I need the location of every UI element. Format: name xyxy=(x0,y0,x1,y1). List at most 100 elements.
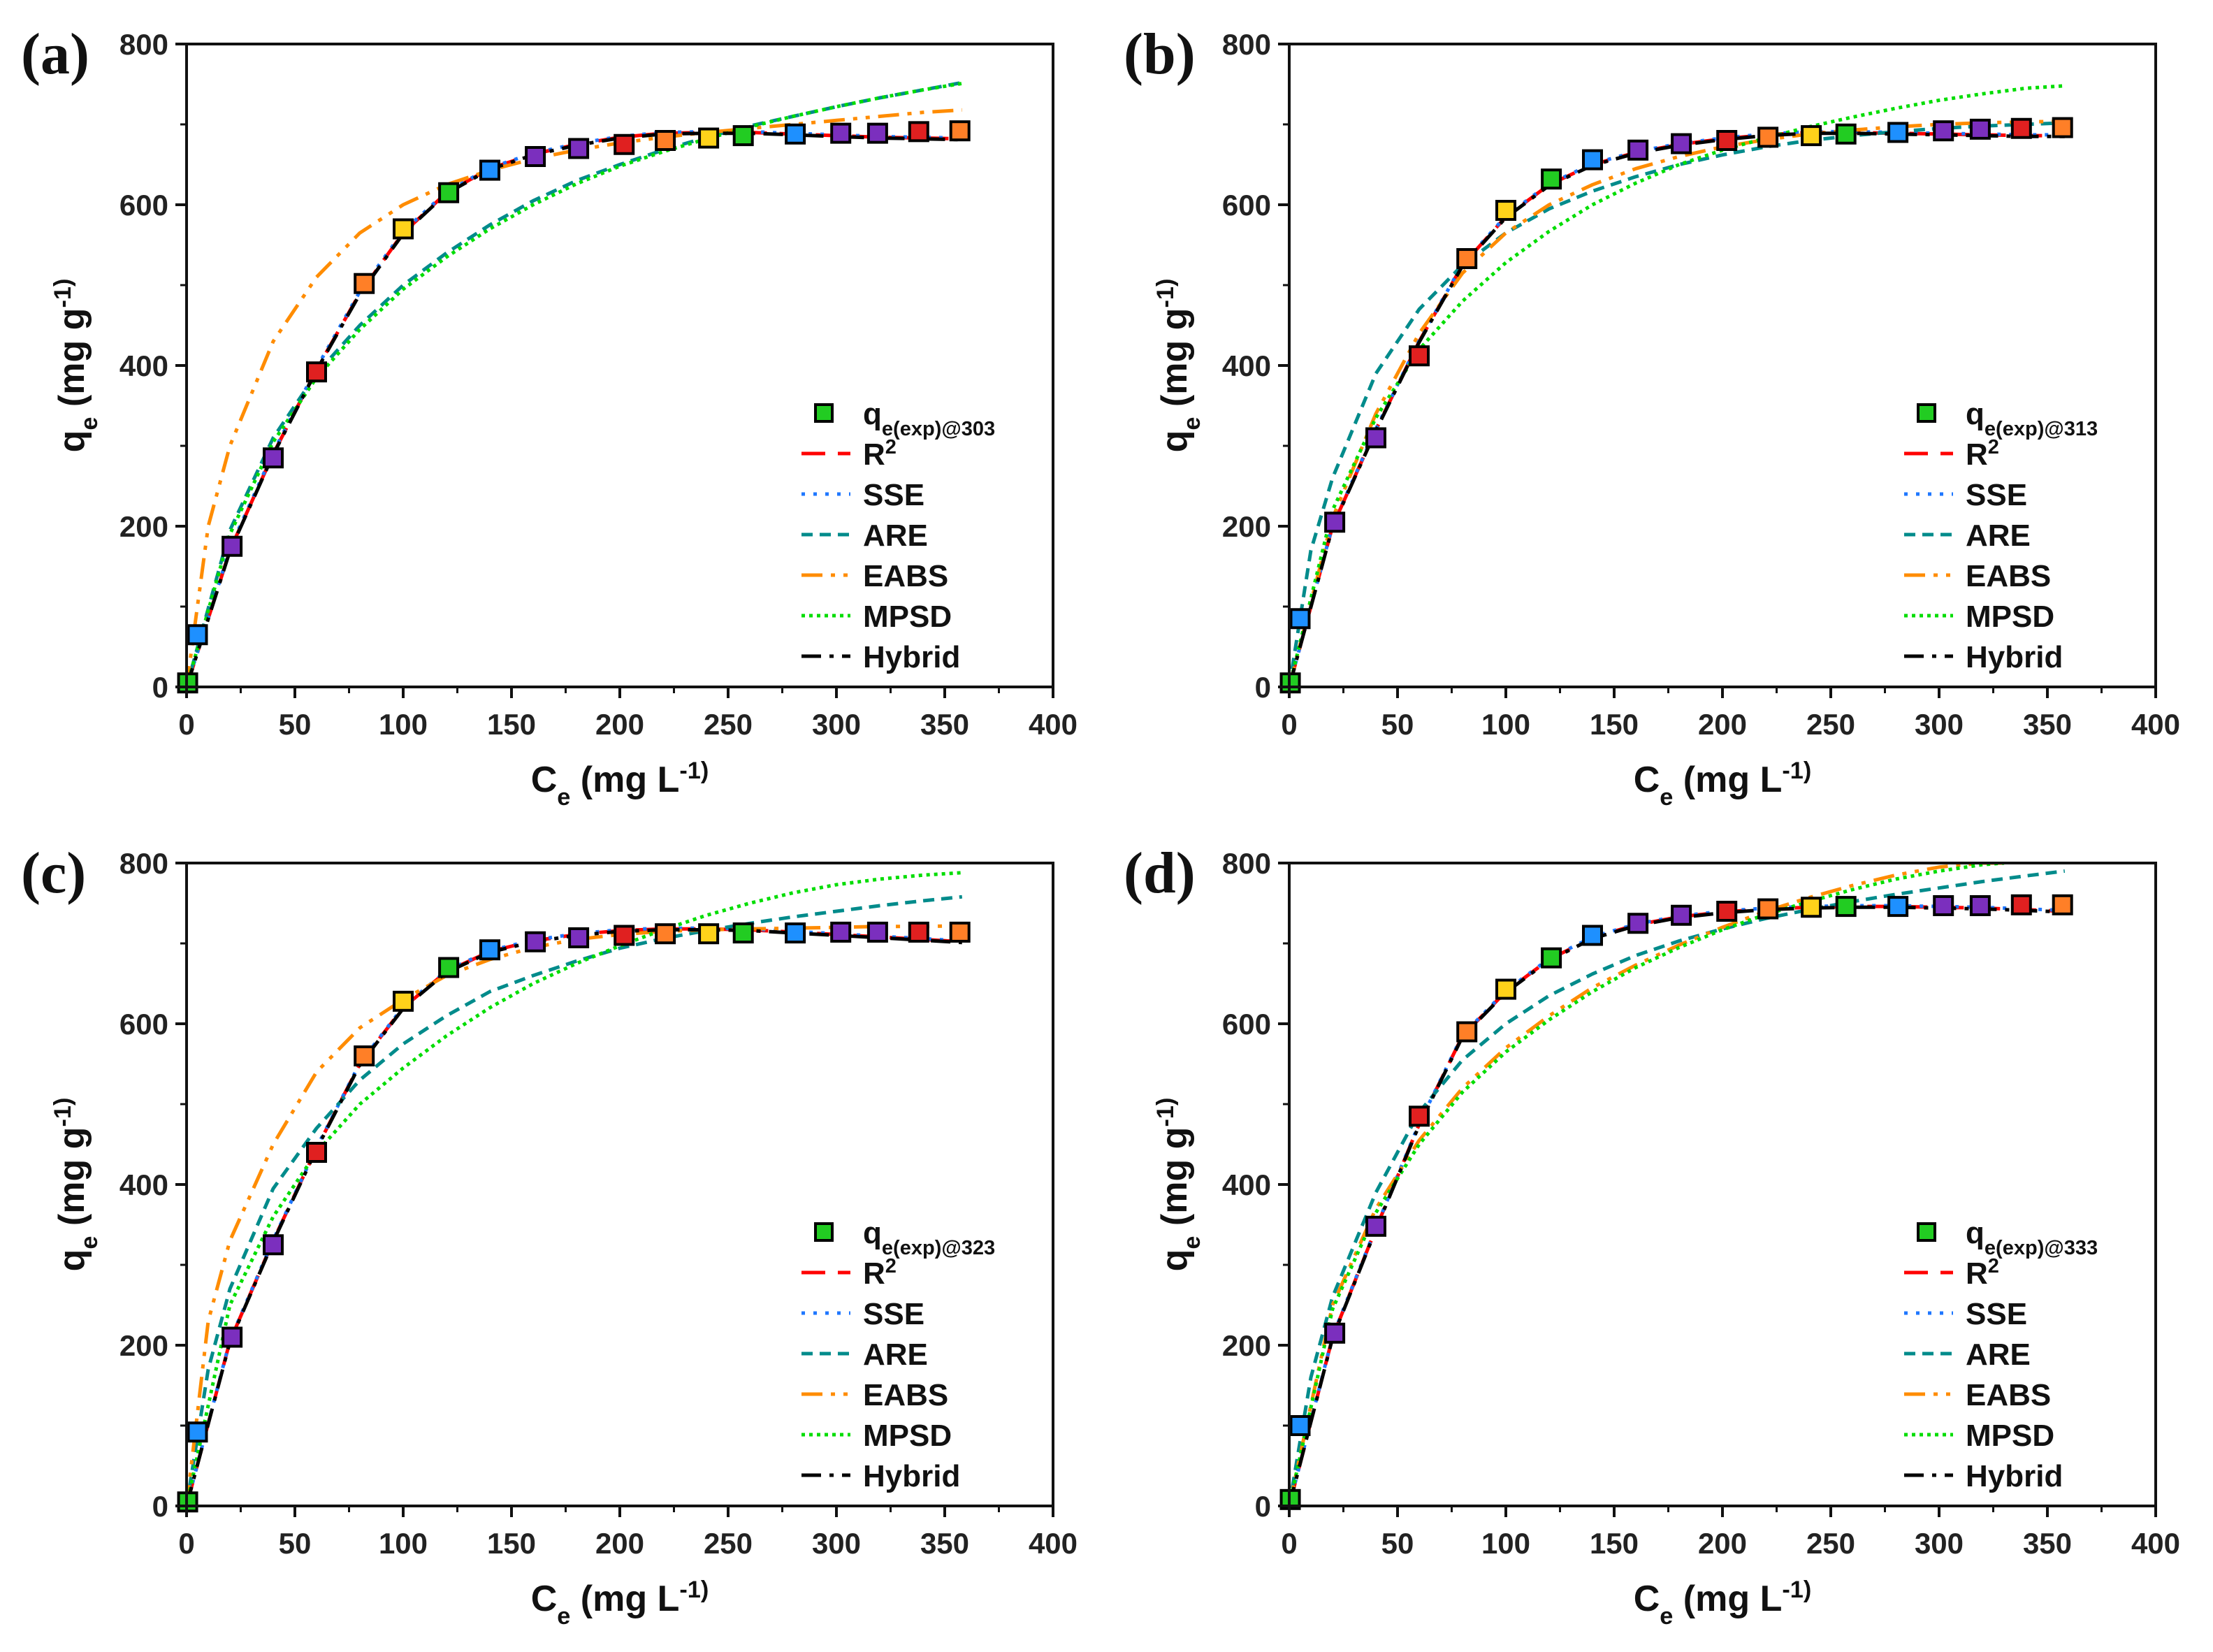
data-point xyxy=(1969,118,1991,140)
data-point xyxy=(1933,120,1954,142)
experimental-points xyxy=(1279,894,2073,1510)
x-tick-label: 200 xyxy=(595,1527,644,1560)
x-tick-label: 0 xyxy=(178,708,194,741)
x-tick-label: 250 xyxy=(704,708,753,741)
chart-panel-c: (c) 0 50 100 150 200 250 300 350 400 0 200 400 600 800… xyxy=(21,841,1078,1630)
data-point xyxy=(568,927,590,948)
y-tick-label: 0 xyxy=(152,1490,168,1523)
data-point xyxy=(2010,894,2032,915)
legend-entry: ARE xyxy=(863,519,928,553)
data-point xyxy=(698,923,720,945)
panel-label: (b) xyxy=(1124,22,1196,87)
data-point xyxy=(479,939,500,961)
legend-entry: SSE xyxy=(863,478,924,512)
data-point xyxy=(1969,894,1991,916)
legend-entry: EABS xyxy=(1966,559,2051,593)
data-point xyxy=(1887,122,1909,143)
chart-panel-a: (a) 0 50 100 150 200 250 300 350 400 0 200 400 600 800… xyxy=(21,22,1078,811)
series-line-r2 xyxy=(187,927,962,1506)
data-point xyxy=(306,1142,327,1163)
y-tick-label: 800 xyxy=(119,847,168,880)
x-tick-label: 300 xyxy=(1915,1527,1964,1560)
data-point xyxy=(1582,925,1603,946)
data-point xyxy=(1627,139,1649,161)
legend-entry: Hybrid xyxy=(863,640,960,674)
legend-marker xyxy=(1917,403,1936,423)
data-point xyxy=(2052,894,2073,915)
y-tick-label: 200 xyxy=(1222,1329,1271,1362)
data-point xyxy=(655,130,676,151)
data-point xyxy=(732,125,754,147)
x-tick-label: 300 xyxy=(812,1527,861,1560)
chart-panel-b: (b) 0 50 100 150 200 250 300 350 400 0 200 400 600 800… xyxy=(1124,22,2180,811)
data-point xyxy=(1801,125,1822,147)
data-point xyxy=(614,925,635,946)
data-point xyxy=(1582,149,1603,171)
x-tick-label: 250 xyxy=(1806,708,1855,741)
data-point xyxy=(1757,126,1779,148)
experimental-points xyxy=(1279,117,2073,694)
data-point xyxy=(438,182,460,203)
x-tick-label: 50 xyxy=(1381,1527,1414,1560)
y-tick-label: 200 xyxy=(119,510,168,543)
data-point xyxy=(187,1421,208,1443)
series-line-r2 xyxy=(1289,131,2065,687)
data-point xyxy=(525,146,546,167)
data-point xyxy=(263,447,284,469)
x-tick-label: 400 xyxy=(1029,708,1078,741)
legend-entry: Hybrid xyxy=(1966,1459,2063,1493)
x-tick-label: 150 xyxy=(1590,708,1639,741)
series-line-sse xyxy=(1289,904,2065,1506)
y-tick-label: 600 xyxy=(1222,189,1271,222)
x-tick-label: 350 xyxy=(920,1527,969,1560)
data-point xyxy=(785,123,806,145)
x-tick-label: 0 xyxy=(178,1527,194,1560)
y-tick-label: 200 xyxy=(119,1329,168,1362)
x-tick-label: 100 xyxy=(379,1527,428,1560)
data-point xyxy=(908,921,929,943)
y-tick-label: 400 xyxy=(119,349,168,382)
x-tick-label: 0 xyxy=(1281,1527,1297,1560)
legend-entry: ARE xyxy=(1966,519,2031,553)
x-tick-label: 400 xyxy=(2131,708,2180,741)
legend-entry: R2 xyxy=(863,436,897,472)
x-axis-label: Ce (mg L-1) xyxy=(1634,1577,1812,1630)
series-line-sse xyxy=(1289,129,2065,687)
data-point xyxy=(1324,1322,1346,1344)
x-axis-label: Ce (mg L-1) xyxy=(531,1577,709,1630)
x-axis-label: Ce (mg L-1) xyxy=(1634,758,1812,811)
x-tick-label: 50 xyxy=(279,1527,312,1560)
series-line-eabs xyxy=(187,108,962,687)
x-tick-label: 100 xyxy=(1481,1527,1530,1560)
x-tick-label: 300 xyxy=(1915,708,1964,741)
fit-curves xyxy=(187,80,963,687)
series-line-mpsd xyxy=(1289,84,2065,687)
series-line-hybrid xyxy=(1289,131,2065,687)
legend-entry: MPSD xyxy=(863,1419,952,1453)
data-point xyxy=(1541,947,1562,969)
data-point xyxy=(2052,117,2073,138)
legend-marker xyxy=(814,1222,834,1242)
data-point xyxy=(1289,1415,1311,1436)
series-line-r2 xyxy=(1289,904,2065,1506)
legend-entry: ARE xyxy=(863,1338,928,1372)
data-point xyxy=(568,138,590,159)
data-point xyxy=(1365,427,1386,449)
y-tick-label: 400 xyxy=(119,1168,168,1201)
x-tick-label: 200 xyxy=(1698,1527,1747,1560)
data-point xyxy=(949,921,971,943)
y-tick-label: 0 xyxy=(1255,1490,1271,1523)
x-tick-label: 100 xyxy=(379,708,428,741)
x-tick-label: 400 xyxy=(2131,1527,2180,1560)
fit-curves xyxy=(1289,84,2065,687)
data-point xyxy=(1456,1021,1478,1043)
data-point xyxy=(1456,248,1478,270)
legend-entry: Hybrid xyxy=(863,1459,960,1493)
data-point xyxy=(949,120,971,142)
series-line-mpsd xyxy=(187,871,962,1506)
data-point xyxy=(866,921,888,943)
